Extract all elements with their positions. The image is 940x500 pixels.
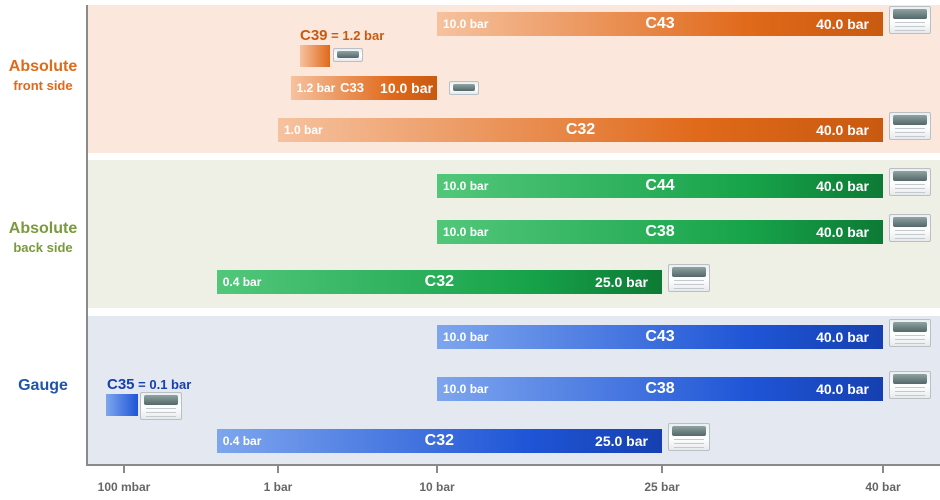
sensor-device-icon [449, 81, 479, 95]
group-label-main: Absolute [8, 58, 78, 75]
x-tick [436, 466, 438, 473]
range-max-label: 40.0 bar [816, 16, 869, 32]
range-min-label: 10.0 bar [443, 17, 489, 31]
sensor-name-label: C35 [107, 376, 135, 393]
group-label-sub: back side [13, 240, 73, 255]
sensor-device-icon [668, 264, 710, 292]
sensor-device-icon [889, 214, 931, 242]
single-value-label: C35 = 0.1 bar [107, 376, 191, 394]
sensor-name-label: C32 [424, 273, 455, 290]
group-label-main: Absolute [8, 220, 78, 237]
group-label-absolute-front: Absolute front side [0, 58, 86, 93]
range-min-label: 0.4 bar [222, 275, 262, 289]
range-bar-c38: 10.0 bar C38 40.0 bar [437, 220, 883, 244]
sensor-name-label: C43 [645, 328, 675, 345]
range-min-label: 10.0 bar [443, 382, 489, 396]
range-bar-c32: 0.4 bar C32 25.0 bar [216, 429, 662, 453]
value-label: = 0.1 bar [134, 377, 192, 392]
range-max-label: 40.0 bar [816, 122, 869, 138]
x-tick-label: 1 bar [263, 480, 293, 494]
sensor-device-icon [889, 168, 931, 196]
sensor-device-icon [889, 319, 931, 347]
range-bar-c44: 10.0 bar C44 40.0 bar [437, 174, 883, 198]
sensor-device-icon [889, 371, 931, 399]
sensor-device-icon [333, 48, 363, 62]
x-tick [277, 466, 279, 473]
range-min-label: 10.0 bar [443, 225, 489, 239]
range-max-label: 40.0 bar [816, 178, 869, 194]
sensor-name-label: C32 [565, 121, 596, 138]
sensor-name-label: C44 [645, 177, 675, 194]
range-max-label: 40.0 bar [816, 381, 869, 397]
x-tick [661, 466, 663, 473]
range-bar-c35 [106, 394, 138, 416]
single-value-label: C39 = 1.2 bar [300, 27, 384, 45]
sensor-device-icon [889, 6, 931, 34]
range-max-label: 40.0 bar [816, 224, 869, 240]
sensor-name-label: C39 [300, 27, 328, 44]
range-min-label: 10.0 bar [443, 179, 489, 193]
group-label-gauge: Gauge [0, 377, 86, 395]
range-bar-c33: 1.2 bar C33 10.0 bar [290, 76, 437, 100]
group-label-main: Gauge [18, 377, 68, 394]
range-bar-c32: 0.4 bar C32 25.0 bar [216, 270, 662, 294]
range-max-label: 10.0 bar [380, 80, 433, 96]
range-bar-c43: 10.0 bar C43 40.0 bar [437, 12, 883, 36]
range-bar-c32: 1.0 bar C32 40.0 bar [278, 118, 883, 142]
x-tick [123, 466, 125, 473]
x-tick-label: 10 bar [419, 480, 455, 494]
sensor-device-icon [668, 423, 710, 451]
y-axis-line [86, 5, 88, 466]
range-max-label: 25.0 bar [595, 433, 648, 449]
sensor-name-label: C32 [424, 432, 455, 449]
range-min-label: 10.0 bar [443, 330, 489, 344]
range-min-label: 1.2 bar [296, 81, 336, 95]
range-max-label: 25.0 bar [595, 274, 648, 290]
x-tick-label: 100 mbar [97, 480, 151, 494]
range-min-label: 0.4 bar [222, 434, 262, 448]
range-min-label: 1.0 bar [284, 123, 323, 137]
group-label-absolute-back: Absolute back side [0, 220, 86, 255]
sensor-device-icon [140, 392, 182, 420]
sensor-device-icon [889, 112, 931, 140]
range-bar-c39 [300, 45, 330, 67]
x-axis-line [86, 464, 940, 466]
range-bar-c38: 10.0 bar C38 40.0 bar [437, 377, 883, 401]
sensor-name-label: C38 [645, 380, 675, 397]
x-tick [882, 466, 884, 473]
x-tick-label: 40 bar [865, 480, 901, 494]
group-label-sub: front side [13, 78, 73, 93]
range-bar-c43: 10.0 bar C43 40.0 bar [437, 325, 883, 349]
x-tick-label: 25 bar [644, 480, 680, 494]
sensor-name-label: C38 [645, 223, 675, 240]
sensor-name-label: C43 [645, 15, 675, 32]
range-max-label: 40.0 bar [816, 329, 869, 345]
sensor-name-label: C33 [340, 80, 364, 95]
value-label: = 1.2 bar [327, 28, 385, 43]
